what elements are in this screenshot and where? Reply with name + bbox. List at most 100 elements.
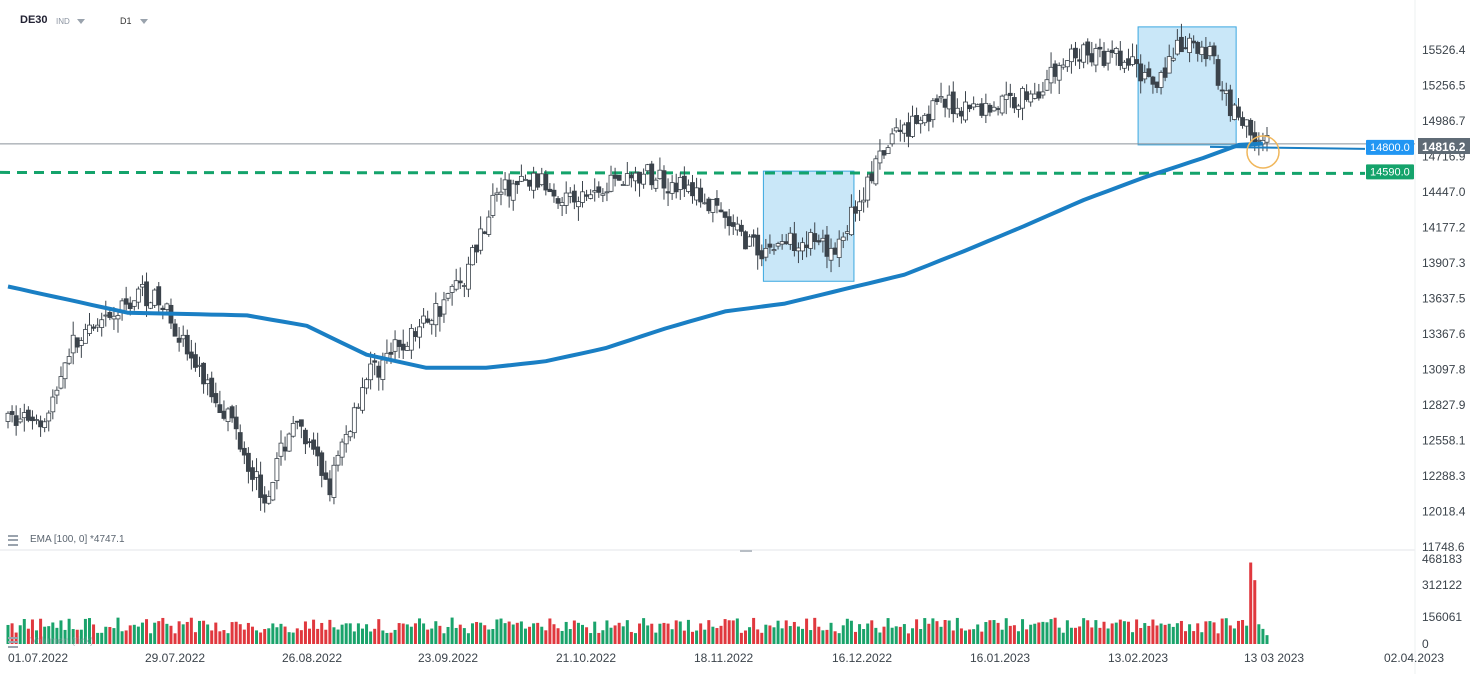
candle-body[interactable]	[466, 263, 471, 290]
volume-bar[interactable]	[1200, 632, 1204, 644]
volume-bar[interactable]	[1029, 624, 1033, 644]
candle-body[interactable]	[584, 194, 589, 197]
candle-body[interactable]	[718, 209, 724, 213]
candle-body[interactable]	[1195, 42, 1201, 54]
volume-bar[interactable]	[1090, 627, 1094, 644]
candle-body[interactable]	[1227, 89, 1233, 117]
candle-body[interactable]	[1134, 59, 1140, 65]
candle-body[interactable]	[991, 106, 997, 112]
volume-bar[interactable]	[348, 623, 352, 644]
candle-body[interactable]	[188, 351, 194, 359]
candle-body[interactable]	[616, 174, 622, 181]
volume-bar[interactable]	[927, 623, 931, 644]
volume-bar[interactable]	[976, 624, 980, 644]
candle-body[interactable]	[747, 236, 752, 247]
volume-bar[interactable]	[1135, 619, 1139, 644]
candle-body[interactable]	[176, 337, 182, 343]
volume-bar[interactable]	[1143, 623, 1147, 644]
candle-body[interactable]	[547, 188, 553, 193]
candle-body[interactable]	[46, 412, 52, 422]
volume-bar[interactable]	[621, 626, 625, 644]
volume-bar[interactable]	[1065, 620, 1069, 644]
candle-body[interactable]	[1170, 57, 1176, 61]
volume-bar[interactable]	[1049, 619, 1053, 644]
volume-bar[interactable]	[1196, 623, 1200, 644]
volume-bar[interactable]	[242, 629, 246, 644]
candle-body[interactable]	[914, 115, 919, 124]
volume-bar[interactable]	[299, 630, 303, 644]
candle-body[interactable]	[282, 446, 288, 452]
volume-bar[interactable]	[1008, 625, 1012, 644]
candle-body[interactable]	[596, 186, 602, 193]
candle-body[interactable]	[229, 406, 235, 419]
candle-body[interactable]	[388, 351, 394, 355]
candle-body[interactable]	[633, 172, 638, 182]
volume-bar[interactable]	[572, 620, 576, 644]
candle-body[interactable]	[1174, 39, 1180, 55]
candle-body[interactable]	[429, 320, 435, 325]
candle-body[interactable]	[270, 482, 276, 501]
candle-body[interactable]	[576, 201, 581, 208]
volume-bar[interactable]	[866, 623, 870, 644]
candle-body[interactable]	[1003, 94, 1009, 100]
volume-bar[interactable]	[715, 628, 719, 644]
candle-body[interactable]	[604, 191, 610, 194]
candle-body[interactable]	[787, 232, 793, 245]
volume-bar[interactable]	[919, 629, 923, 644]
volume-bar[interactable]	[206, 624, 210, 644]
candle-body[interactable]	[592, 190, 598, 193]
candle-body[interactable]	[926, 113, 932, 122]
candle-body[interactable]	[1199, 46, 1205, 55]
candle-body[interactable]	[91, 326, 96, 329]
volume-bar[interactable]	[650, 623, 654, 644]
volume-bar[interactable]	[1106, 628, 1110, 644]
candle-body[interactable]	[356, 406, 361, 409]
volume-bar[interactable]	[801, 628, 805, 644]
volume-bar[interactable]	[1025, 629, 1029, 644]
candle-body[interactable]	[959, 110, 964, 117]
timeframe-dropdown-icon[interactable]	[140, 19, 148, 24]
candle-body[interactable]	[502, 179, 508, 190]
volume-bar[interactable]	[992, 620, 996, 644]
candle-body[interactable]	[726, 216, 732, 227]
candle-body[interactable]	[131, 300, 137, 307]
candle-body[interactable]	[408, 328, 414, 351]
volume-bar[interactable]	[552, 624, 556, 644]
candle-body[interactable]	[816, 240, 822, 243]
volume-bar[interactable]	[853, 631, 857, 644]
candle-body[interactable]	[1219, 89, 1225, 92]
volume-bar[interactable]	[63, 629, 67, 644]
volume-bar[interactable]	[1179, 620, 1183, 644]
volume-bar[interactable]	[71, 629, 75, 644]
volume-bar[interactable]	[491, 629, 495, 644]
volume-bar[interactable]	[597, 632, 601, 644]
candle-body[interactable]	[413, 331, 418, 338]
volume-bar[interactable]	[1000, 629, 1004, 644]
volume-bar[interactable]	[401, 623, 405, 644]
candle-body[interactable]	[967, 104, 972, 110]
candle-body[interactable]	[319, 452, 325, 476]
volume-bar[interactable]	[568, 629, 572, 644]
candle-body[interactable]	[254, 471, 259, 478]
volume-bar[interactable]	[51, 622, 55, 644]
volume-bar[interactable]	[308, 628, 312, 644]
candle-body[interactable]	[824, 234, 830, 257]
candle-body[interactable]	[934, 98, 940, 103]
volume-bar[interactable]	[173, 633, 177, 644]
candle-body[interactable]	[9, 411, 15, 415]
volume-bar[interactable]	[984, 622, 988, 644]
candle-body[interactable]	[1060, 64, 1066, 68]
volume-bar[interactable]	[703, 629, 707, 644]
volume-bar[interactable]	[360, 628, 364, 644]
candle-body[interactable]	[217, 404, 223, 414]
candle-body[interactable]	[918, 119, 924, 125]
candle-body[interactable]	[115, 315, 121, 320]
candle-body[interactable]	[1256, 139, 1262, 142]
volume-bar[interactable]	[1220, 618, 1224, 644]
volume-bar[interactable]	[1175, 623, 1179, 644]
candle-body[interactable]	[21, 412, 27, 419]
volume-bar[interactable]	[96, 632, 100, 644]
candle-body[interactable]	[681, 175, 687, 190]
candle-body[interactable]	[1032, 93, 1038, 99]
candle-body[interactable]	[347, 431, 353, 438]
